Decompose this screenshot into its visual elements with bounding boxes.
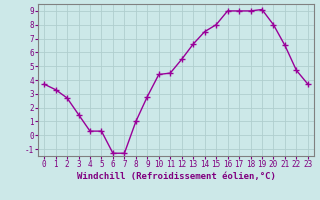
X-axis label: Windchill (Refroidissement éolien,°C): Windchill (Refroidissement éolien,°C): [76, 172, 276, 181]
